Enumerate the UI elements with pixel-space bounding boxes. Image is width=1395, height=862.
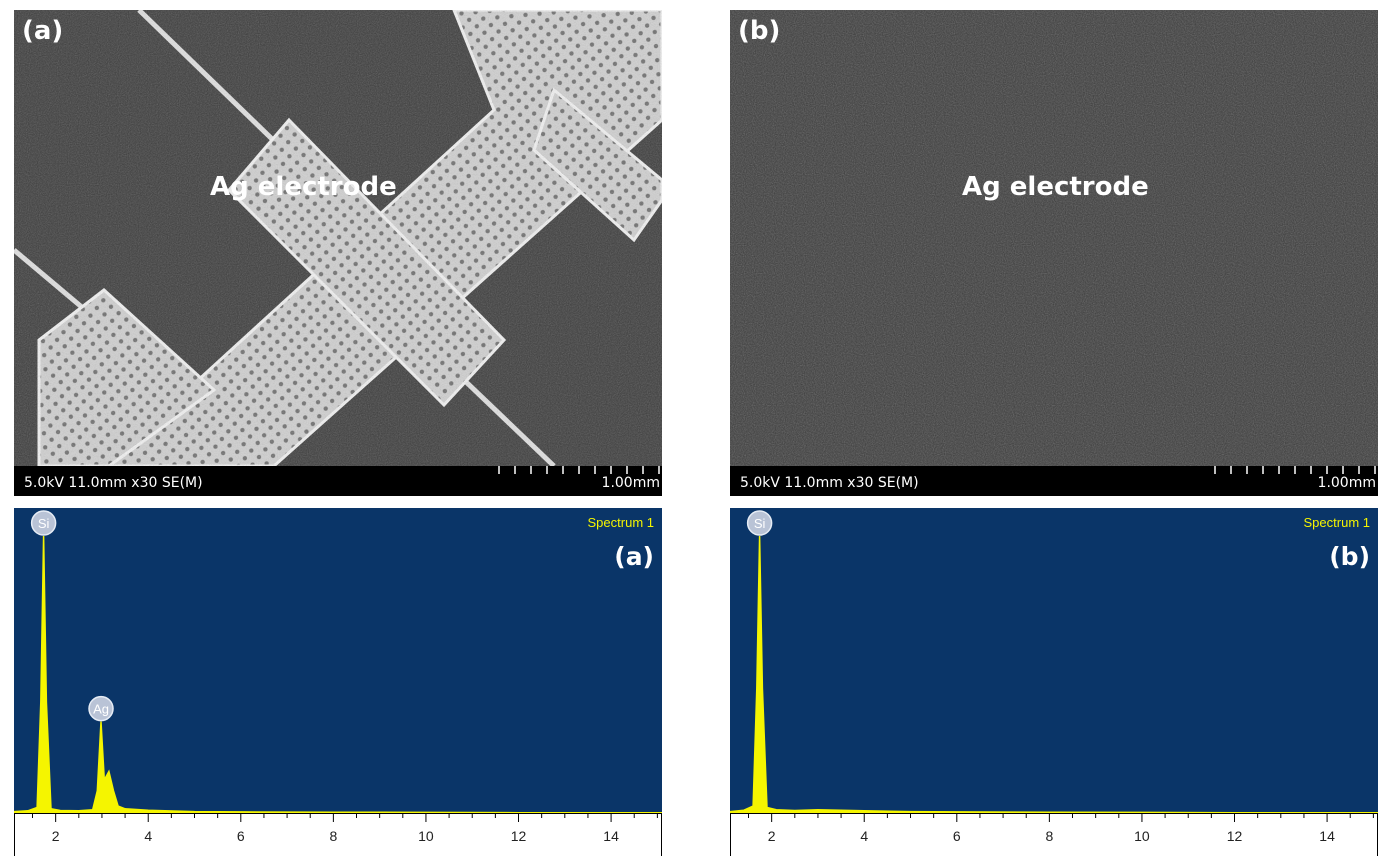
x-tick-label-b: 14 — [1319, 828, 1335, 844]
x-tick-label-b: 2 — [768, 828, 776, 844]
peak-marker-si-a — [30, 510, 57, 536]
panel-label-a: (a) — [22, 16, 64, 46]
eds-spectrum-chart-a: Si Ag Spectrum 1 (a) 2 4 6 8 10 12 14 — [14, 508, 662, 856]
x-tick-label-b: 12 — [1227, 828, 1243, 844]
spectrum-title-b: Spectrum 1 — [1304, 515, 1370, 530]
spectrum-title-a: Spectrum 1 — [588, 515, 654, 530]
x-tick-label-b: 8 — [1045, 828, 1053, 844]
sem-image-b: (b) Ag electrode 5.0kV 11.0mm x30 SE(M) … — [730, 10, 1378, 496]
scale-bar-a — [498, 466, 660, 474]
x-tick-label-a: 6 — [237, 828, 245, 844]
x-tick-label-a: 10 — [418, 828, 434, 844]
eds-spectrum-a: Si Ag Spectrum 1 (a) 2 4 6 8 10 12 14 — [14, 508, 662, 856]
sem-micrograph-a — [14, 10, 662, 466]
peak-marker-ag-a — [88, 695, 114, 722]
sem-info-text-b: 5.0kV 11.0mm x30 SE(M) — [740, 475, 919, 491]
electrode-caption-b: Ag electrode — [962, 172, 1149, 202]
scale-bar-b — [1214, 466, 1376, 474]
x-tick-label-b: 4 — [860, 828, 868, 844]
peak-label-si-b: Si — [754, 516, 766, 531]
peak-label-ag-a: Ag — [93, 702, 109, 717]
x-tick-label-a: 12 — [511, 828, 527, 844]
sem-info-bar-a: 5.0kV 11.0mm x30 SE(M) 1.00mm — [14, 466, 662, 496]
plot-background-b — [730, 508, 1378, 813]
peak-label-si-a: Si — [38, 516, 50, 531]
sem-info-text-a: 5.0kV 11.0mm x30 SE(M) — [24, 475, 203, 491]
x-tick-label-b: 6 — [953, 828, 961, 844]
x-tick-label-a: 4 — [144, 828, 152, 844]
spectrum-panel-label-a: (a) — [614, 542, 654, 571]
sem-info-bar-b: 5.0kV 11.0mm x30 SE(M) 1.00mm — [730, 466, 1378, 496]
eds-spectrum-chart-b: Si Spectrum 1 (b) 2 4 6 8 10 12 14 — [730, 508, 1378, 856]
spectrum-series-b — [730, 535, 1378, 814]
scale-text-b: 1.00mm — [1317, 475, 1376, 491]
spectrum-panel-label-b: (b) — [1329, 542, 1370, 571]
plot-background-a — [14, 508, 662, 813]
spectrum-series-a — [14, 535, 662, 814]
sem-image-a: (a) Ag electrode 5.0kV 11.0mm x30 SE(M) … — [14, 10, 662, 496]
x-tick-label-a: 2 — [52, 828, 60, 844]
eds-spectrum-b: Si Spectrum 1 (b) 2 4 6 8 10 12 14 — [730, 508, 1378, 856]
x-tick-label-a: 8 — [329, 828, 337, 844]
panel-label-b: (b) — [738, 16, 781, 46]
scale-text-a: 1.00mm — [601, 475, 660, 491]
electrode-caption-a: Ag electrode — [210, 172, 397, 202]
sem-micrograph-b — [730, 10, 1378, 466]
peak-marker-si-b — [746, 510, 773, 536]
x-tick-label-a: 14 — [603, 828, 619, 844]
x-tick-label-b: 10 — [1134, 828, 1150, 844]
